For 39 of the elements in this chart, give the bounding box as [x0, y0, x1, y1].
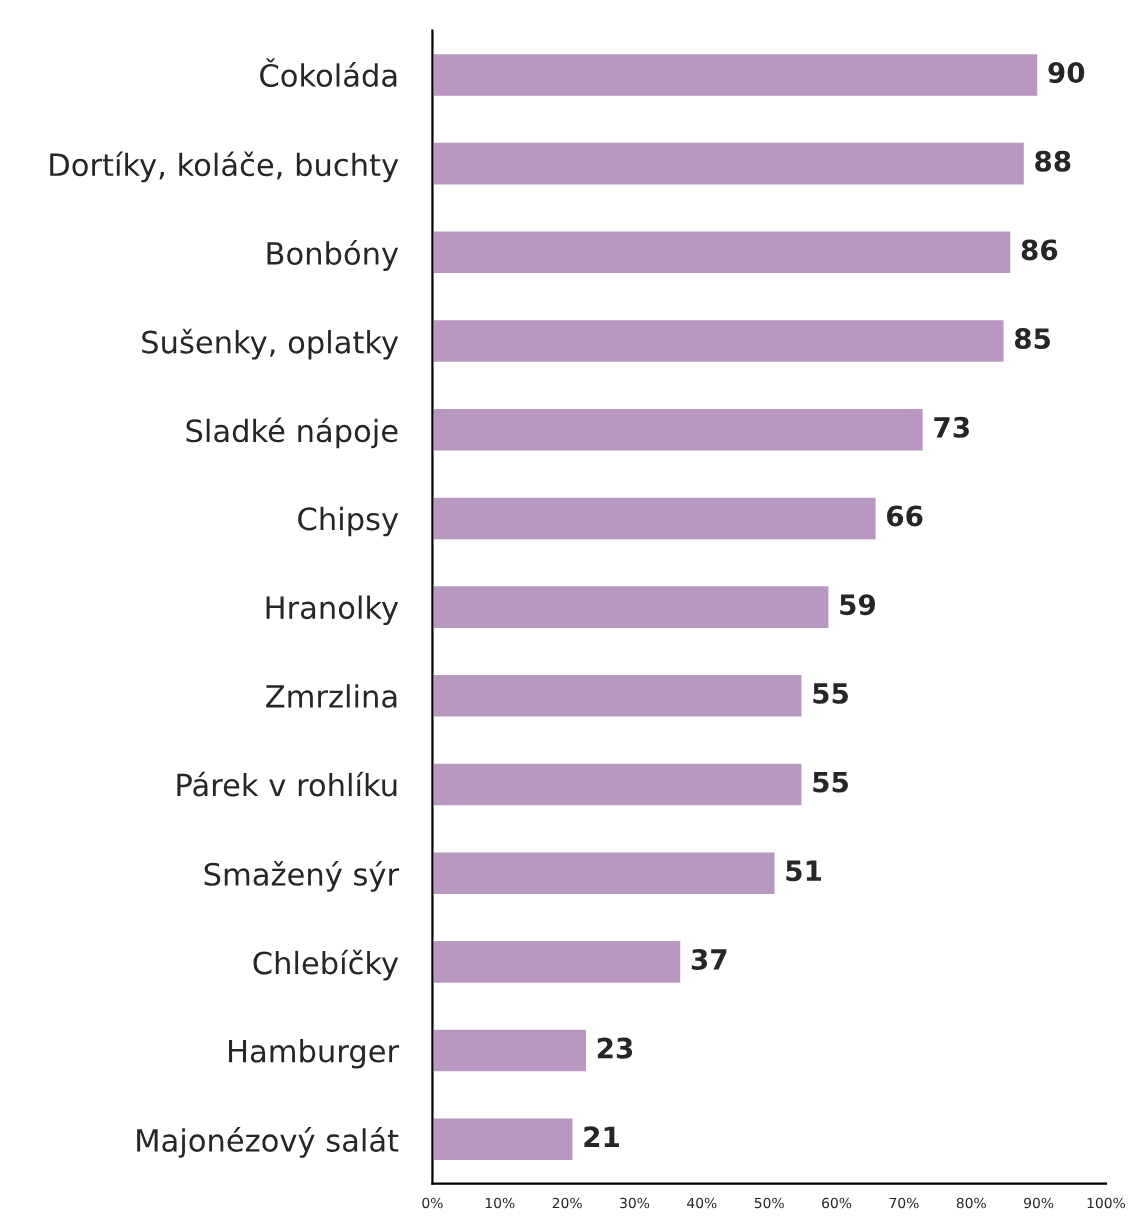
data-label: 51 — [786, 860, 822, 882]
data-label: 55 — [813, 771, 848, 793]
bar — [432, 760, 805, 809]
bar — [432, 140, 1027, 188]
data-label: 66 — [887, 505, 923, 527]
y-tick-label: Bonbóny — [267, 240, 399, 271]
data-label: 55 — [813, 683, 848, 704]
bar — [432, 938, 684, 986]
y-tick-label: Hamburger — [229, 1038, 400, 1069]
data-label: 85 — [1014, 328, 1050, 350]
bar — [432, 317, 1007, 365]
data-label: 59 — [840, 594, 876, 616]
data-label: 23 — [597, 1037, 633, 1059]
bar — [432, 583, 832, 631]
bar — [432, 672, 805, 720]
bar — [432, 1027, 589, 1075]
y-tick-label: Majonézový salát — [137, 1127, 399, 1158]
data-label: 90 — [1048, 62, 1085, 84]
bar — [432, 494, 879, 542]
data-label: 73 — [934, 416, 969, 438]
y-tick-label: Čokoláda — [260, 58, 397, 87]
y-tick-label: Sladké nápoje — [186, 417, 398, 449]
y-tick-label: Smažený sýr — [204, 860, 400, 892]
y-tick-label: Dortíky, koláče, buchty — [50, 151, 399, 183]
y-tick-label: Hranolky — [266, 595, 399, 626]
y-tick-label: Chlebíčky — [253, 949, 399, 981]
data-label: 88 — [1035, 150, 1071, 172]
bar — [432, 849, 778, 897]
bar — [432, 51, 1040, 99]
data-label: 37 — [691, 948, 727, 970]
y-tick-label: Chipsy — [298, 506, 399, 537]
y-tick-label: Zmrzlina — [266, 684, 397, 708]
data-label: 86 — [1021, 239, 1058, 261]
bar — [432, 1115, 576, 1163]
bar — [432, 228, 1014, 276]
y-tick-label: Párek v rohlíku — [177, 771, 397, 797]
data-label: 21 — [584, 1126, 619, 1147]
bar — [432, 406, 926, 454]
y-tick-label: Sušenky, oplatky — [142, 328, 399, 360]
